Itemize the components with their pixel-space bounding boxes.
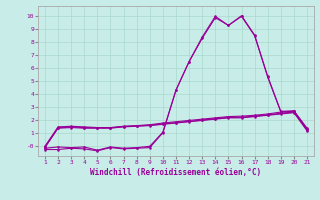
X-axis label: Windchill (Refroidissement éolien,°C): Windchill (Refroidissement éolien,°C) [91,168,261,177]
